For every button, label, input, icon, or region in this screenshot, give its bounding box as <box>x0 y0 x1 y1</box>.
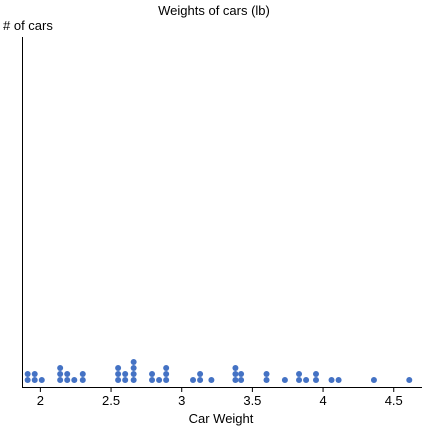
data-point <box>312 371 319 377</box>
data-point <box>149 377 156 383</box>
y-axis-label: # of cars <box>3 18 53 33</box>
data-point <box>163 365 170 371</box>
data-point <box>79 371 86 377</box>
data-point <box>24 377 31 383</box>
data-point <box>115 365 122 371</box>
data-point <box>296 371 303 377</box>
data-point <box>130 365 137 371</box>
x-tick-label: 4 <box>319 393 326 408</box>
data-point <box>31 371 38 377</box>
chart-title: Weights of cars (lb) <box>158 3 270 18</box>
x-axis-ticks: 2 2.5 3 3.5 4 4.5 <box>37 388 403 408</box>
data-point <box>263 371 270 377</box>
x-axis-label: Car Weight <box>189 411 254 426</box>
x-tick-label: 4.5 <box>385 393 403 408</box>
data-point <box>122 371 129 377</box>
data-point <box>238 371 245 377</box>
data-point <box>57 371 64 377</box>
data-point <box>79 377 86 383</box>
data-point <box>232 377 239 383</box>
x-tick-label: 3 <box>178 393 185 408</box>
data-point <box>130 359 137 365</box>
data-point <box>122 377 129 383</box>
data-point <box>197 377 204 383</box>
data-point <box>130 371 137 377</box>
data-point <box>303 377 310 383</box>
data-point <box>197 371 204 377</box>
data-point <box>156 377 163 383</box>
data-point <box>232 371 239 377</box>
x-tick-label: 3.5 <box>243 393 261 408</box>
data-point <box>149 371 156 377</box>
data-point <box>71 377 78 383</box>
data-points <box>24 359 413 383</box>
data-point <box>115 371 122 377</box>
data-point <box>208 377 215 383</box>
data-point <box>232 365 239 371</box>
data-point <box>312 377 319 383</box>
data-point <box>190 377 197 383</box>
data-point <box>64 371 71 377</box>
data-point <box>57 377 64 383</box>
data-point <box>31 377 38 383</box>
data-point <box>115 377 122 383</box>
data-point <box>64 377 71 383</box>
data-point <box>238 377 245 383</box>
data-point <box>38 377 45 383</box>
data-point <box>263 377 270 383</box>
data-point <box>24 371 31 377</box>
data-point <box>163 377 170 383</box>
data-point <box>130 377 137 383</box>
data-point <box>370 377 377 383</box>
x-tick-label: 2.5 <box>102 393 120 408</box>
data-point <box>57 365 64 371</box>
data-point <box>281 377 288 383</box>
x-tick-label: 2 <box>37 393 44 408</box>
data-point <box>406 377 413 383</box>
data-point <box>328 377 335 383</box>
data-point <box>163 371 170 377</box>
data-point <box>335 377 342 383</box>
data-point <box>296 377 303 383</box>
